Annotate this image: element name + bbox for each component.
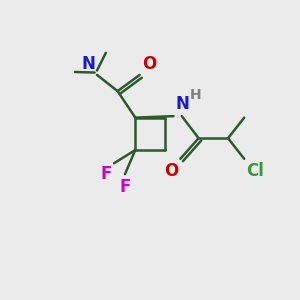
Text: O: O [164,162,178,180]
Text: N: N [175,94,189,112]
Text: F: F [100,165,112,183]
Text: H: H [190,88,201,102]
Text: N: N [82,56,95,74]
Text: O: O [142,55,156,73]
Text: Cl: Cl [246,162,264,180]
Text: F: F [119,178,131,196]
